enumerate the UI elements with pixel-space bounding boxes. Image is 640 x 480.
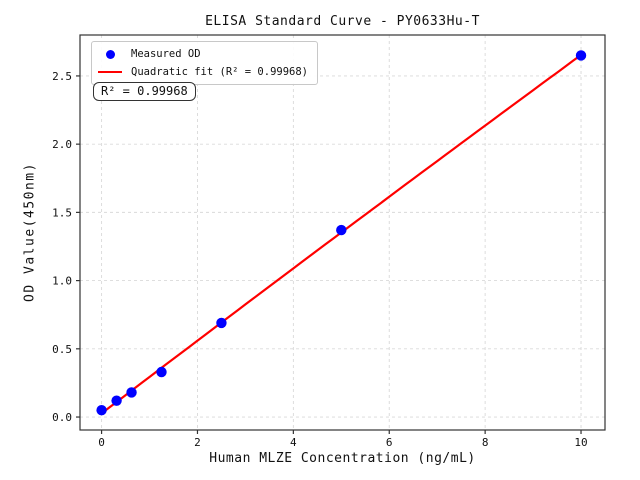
svg-text:2: 2: [194, 436, 201, 449]
svg-text:1.0: 1.0: [52, 275, 72, 288]
legend-item-quadratic-fit: Quadratic fit (R² = 0.99968): [97, 63, 308, 81]
svg-text:4: 4: [290, 436, 297, 449]
svg-text:8: 8: [482, 436, 489, 449]
svg-text:6: 6: [386, 436, 393, 449]
legend-label-measured-od: Measured OD: [131, 48, 201, 60]
legend: Measured OD Quadratic fit (R² = 0.99968): [91, 41, 319, 85]
svg-text:10: 10: [574, 436, 587, 449]
svg-text:0: 0: [98, 436, 105, 449]
legend-line-icon: [98, 70, 122, 74]
svg-text:2.0: 2.0: [52, 138, 72, 151]
r2-annotation: R² = 0.99968: [93, 82, 196, 101]
chart-title: ELISA Standard Curve - PY0633Hu-T: [205, 14, 480, 29]
legend-label-quadratic-fit: Quadratic fit (R² = 0.99968): [131, 66, 309, 78]
svg-text:2.5: 2.5: [52, 70, 72, 83]
svg-text:0.5: 0.5: [52, 343, 72, 356]
svg-text:0.0: 0.0: [52, 411, 72, 424]
legend-dot-icon: [105, 49, 115, 59]
svg-text:1.5: 1.5: [52, 206, 72, 219]
legend-item-measured-od: Measured OD: [97, 45, 308, 63]
y-axis-label: OD Value(450nm): [22, 162, 38, 302]
x-axis-label: Human MLZE Concentration (ng/mL): [209, 451, 476, 466]
